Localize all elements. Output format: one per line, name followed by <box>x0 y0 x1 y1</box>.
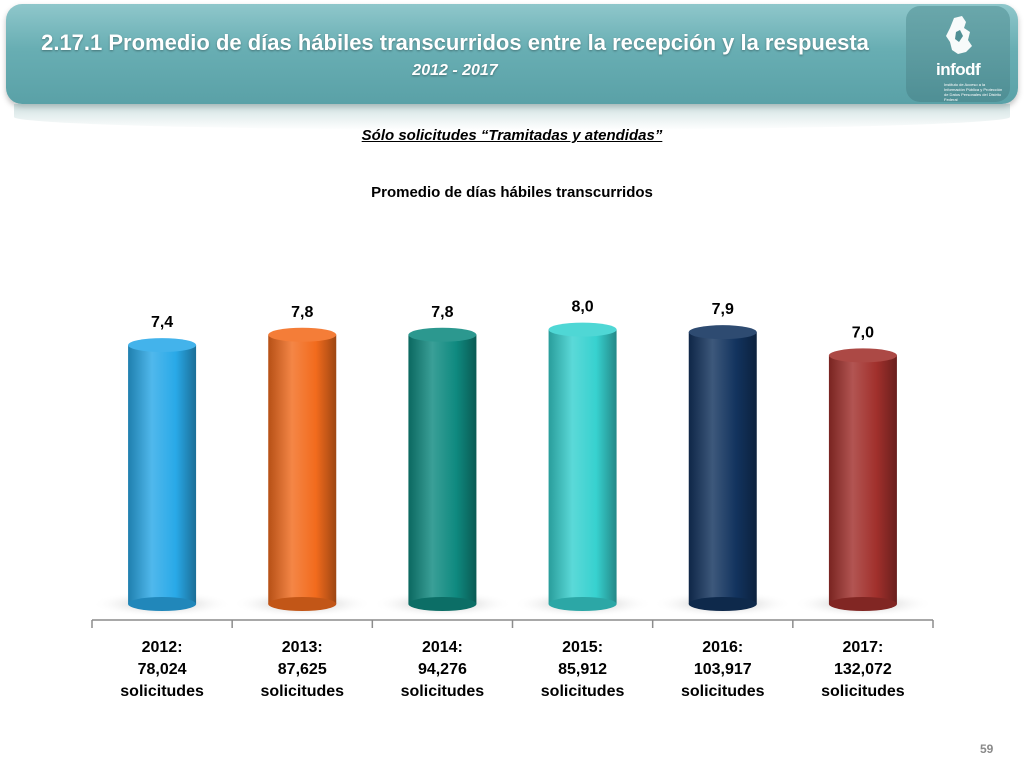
bar-base-4 <box>688 597 757 611</box>
header-banner-shadow <box>14 104 1010 130</box>
category-label-2: 2014: 94,276 solicitudes <box>401 639 485 700</box>
category-label-line: 85,912 <box>558 661 607 678</box>
category-label-line: solicitudes <box>260 683 344 700</box>
category-label-0: 2012: 78,024 solicitudes <box>120 639 204 700</box>
category-label-3: 2015: 85,912 solicitudes <box>541 639 625 700</box>
page-title: 2.17.1 Promedio de días hábiles transcur… <box>41 30 869 55</box>
bar-cap-5 <box>828 348 897 363</box>
page-subtitle: 2012 - 2017 <box>412 62 498 79</box>
bar-base-3 <box>548 597 617 611</box>
bar-cap-2 <box>408 327 477 342</box>
category-label-line: 2017: <box>842 639 883 656</box>
page-number: 59 <box>980 742 994 756</box>
filter-note: Sólo solicitudes “Tramitadas y atendidas… <box>361 127 663 144</box>
category-label-line: 87,625 <box>278 661 327 678</box>
category-label-line: solicitudes <box>821 683 905 700</box>
x-axis-category-labels: 2012: 78,024 solicitudes 2013: 87,625 solicit… <box>120 639 905 700</box>
category-label-line: 132,072 <box>834 661 892 678</box>
bar-4 <box>688 332 757 604</box>
value-label-5: 7,0 <box>852 324 874 341</box>
logo-tagline: Instituto de Acceso a la Información Púb… <box>944 82 1003 102</box>
bar-cap-0 <box>128 338 197 353</box>
header-banner <box>6 4 1018 104</box>
chart-title: Promedio de días hábiles transcurridos <box>371 184 653 201</box>
bar-2 <box>408 334 477 604</box>
city-map-icon <box>946 16 972 54</box>
value-label-0: 7,4 <box>151 314 173 331</box>
bar-cap-3 <box>548 322 617 337</box>
bar-base-1 <box>268 597 337 611</box>
chart-bars <box>128 322 897 611</box>
category-label-4: 2016: 103,917 solicitudes <box>681 639 765 700</box>
bar-base-5 <box>828 597 897 611</box>
category-label-line: solicitudes <box>120 683 204 700</box>
category-label-line: 2014: <box>422 639 463 656</box>
bar-base-0 <box>128 597 197 611</box>
category-label-line: 2015: <box>562 639 603 656</box>
bar-1 <box>268 334 337 604</box>
value-label-2: 7,8 <box>431 304 453 321</box>
bar-cap-1 <box>268 327 337 342</box>
chart-floor-shadows <box>92 591 933 617</box>
bar-3 <box>548 329 617 604</box>
chart-value-labels: 7,4 7,8 7,8 8,0 7,9 7,0 <box>151 299 874 342</box>
category-label-line: solicitudes <box>681 683 765 700</box>
x-axis <box>91 619 934 628</box>
value-label-3: 8,0 <box>571 299 593 316</box>
category-label-5: 2017: 132,072 solicitudes <box>821 639 905 700</box>
value-label-1: 7,8 <box>291 304 313 321</box>
bar-5 <box>828 355 897 604</box>
category-label-1: 2013: 87,625 solicitudes <box>260 639 344 700</box>
category-label-line: 94,276 <box>418 661 467 678</box>
category-label-line: 2013: <box>282 639 323 656</box>
category-label-line: 78,024 <box>138 661 187 678</box>
category-label-line: solicitudes <box>541 683 625 700</box>
logo-wordmark: infodf <box>936 60 981 79</box>
category-label-line: 2016: <box>702 639 743 656</box>
category-label-line: 2012: <box>142 639 183 656</box>
value-label-4: 7,9 <box>712 301 734 318</box>
bar-base-2 <box>408 597 477 611</box>
category-label-line: 103,917 <box>694 661 752 678</box>
bar-cap-4 <box>688 325 757 340</box>
bar-0 <box>128 345 197 604</box>
infodf-logo: infodf Instituto de Acceso a la Informac… <box>906 6 1010 102</box>
category-label-line: solicitudes <box>401 683 485 700</box>
